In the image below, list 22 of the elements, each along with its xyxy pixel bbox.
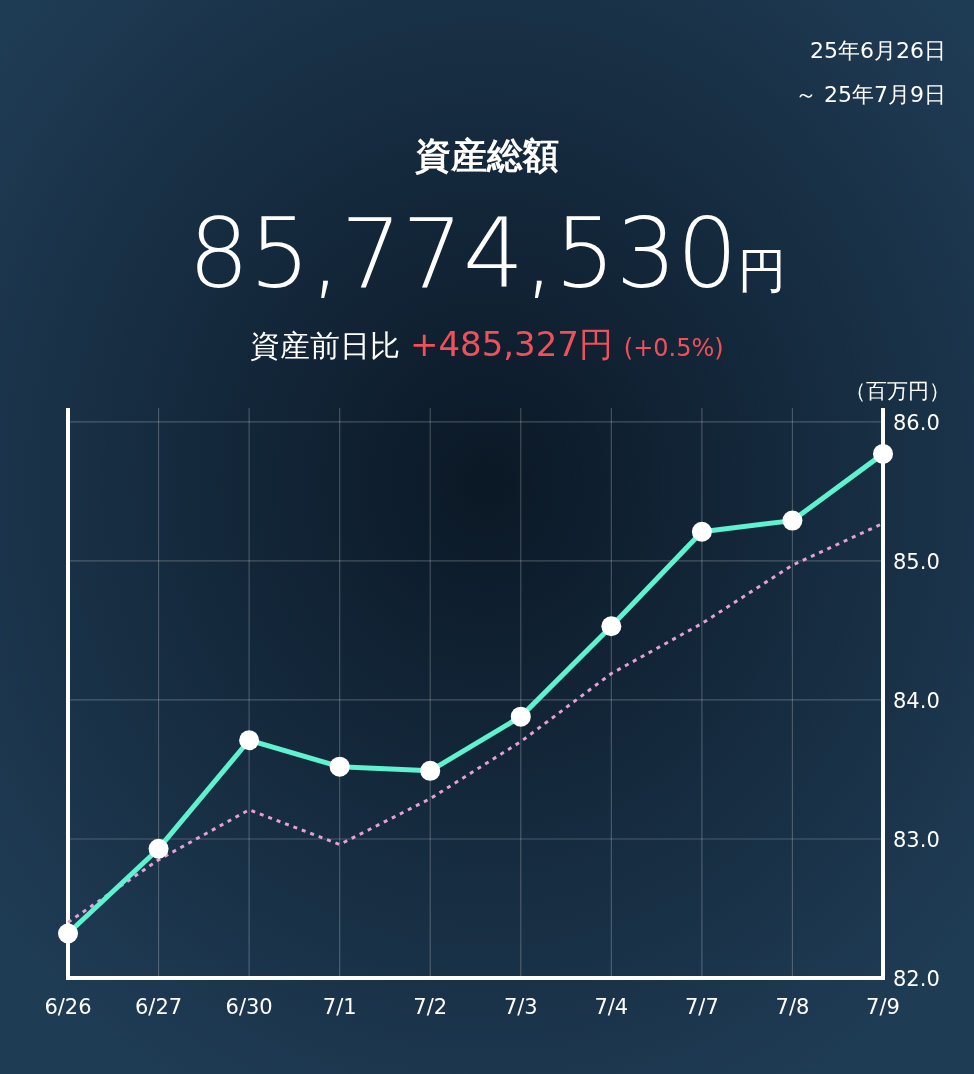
y-tick-label: 82.0 [893,967,940,991]
text: (+0.5%) [623,334,724,362]
text: +485,327円 [409,324,624,364]
x-tick-label: 6/30 [225,995,273,1019]
y-axis-title: （百万円） [845,379,950,403]
x-tick-label: 6/27 [134,995,183,1019]
chart-title: 資産総額 [415,135,559,176]
x-tick-label: 7/3 [503,995,538,1019]
x-tick-label: 7/7 [684,995,719,1019]
text: 資産前日比 [250,328,410,363]
y-tick-label: 84.0 [893,688,940,713]
y-tick-label: 86.0 [893,410,940,435]
y-tick-label: 85.0 [893,549,940,574]
y-tick-label: 83.0 [893,827,940,852]
x-tick-label: 7/1 [322,995,357,1019]
x-tick-label: 7/4 [594,995,629,1019]
x-tick-label: 7/2 [413,995,448,1019]
x-tick-label: 6/26 [44,995,92,1019]
text: ～ 25年7月9日 [795,82,946,107]
x-tick-label: 7/9 [866,995,900,1019]
x-tick-label: 7/8 [775,995,810,1019]
text: 25年6月26日 [810,38,946,63]
